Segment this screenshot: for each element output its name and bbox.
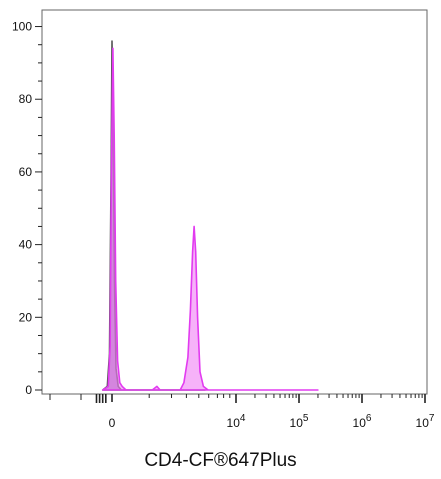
y-tick-label: 60 [19,165,33,179]
x-tick-label: 105 [290,413,309,430]
y-tick-label: 0 [25,383,32,397]
x-axis: 0 104 105 106 107 [49,394,435,430]
histogram-series [101,47,319,391]
y-tick-label: 40 [19,238,33,252]
y-tick-label: 80 [19,92,33,106]
y-tick-label: 100 [12,20,32,34]
x-tick-label: 0 [109,416,116,430]
y-axis: 0 20 40 60 80 100 [12,20,42,397]
y-tick-label: 20 [19,310,33,324]
plot-frame [41,9,428,395]
x-tick-label: 107 [416,413,435,430]
x-axis-title: CD4-CF®647Plus [144,450,297,471]
series-layer [101,40,319,391]
x-tick-label: 104 [227,413,246,430]
x-tick-label: 106 [353,413,372,430]
